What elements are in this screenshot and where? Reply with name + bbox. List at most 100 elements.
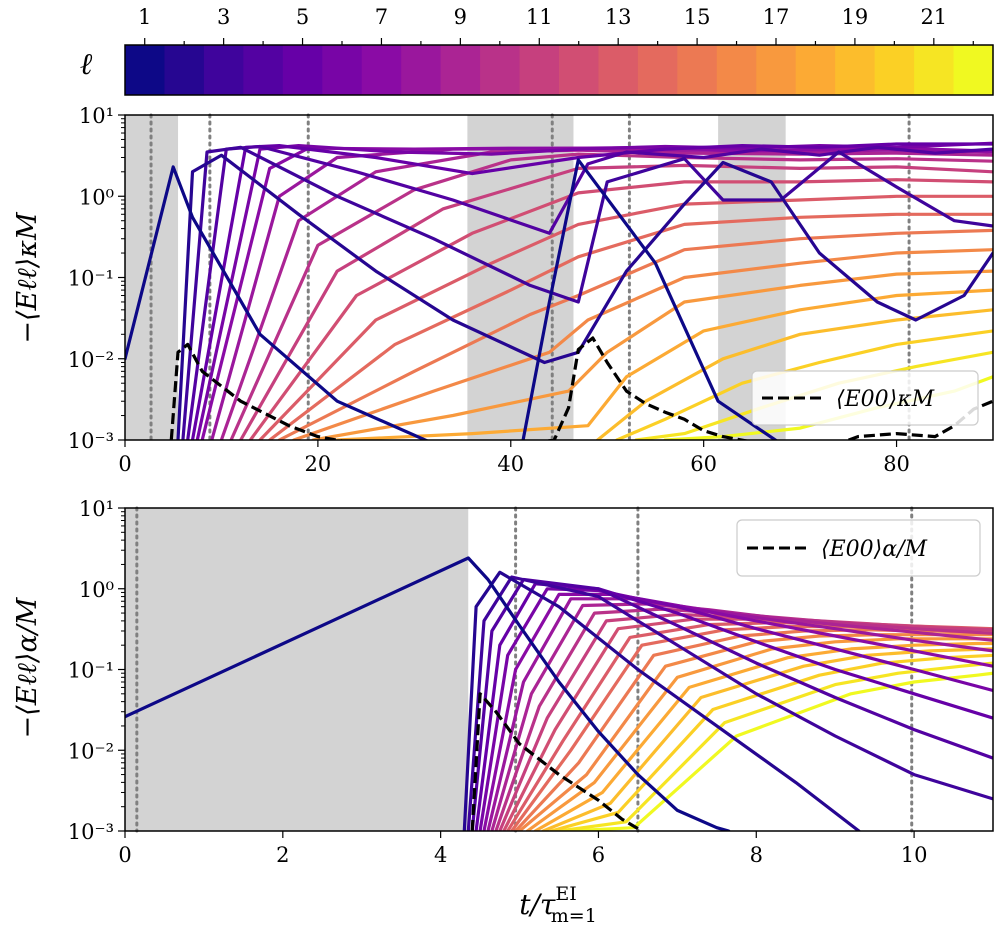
colorbar-cell (282, 45, 323, 95)
series-line-ell-12 (248, 178, 993, 440)
series-line-ell-3 (181, 145, 993, 440)
bottom-legend-label: ⟨E00⟩α/M (821, 537, 927, 562)
colorbar-tick-label: 15 (684, 5, 711, 29)
colorbar-cell (322, 45, 363, 95)
colorbar-tick-label: 17 (763, 5, 790, 29)
y-tick-label: 10¹ (79, 104, 114, 128)
series-line-ell-4 (470, 577, 993, 831)
series-line-ell-6 (478, 587, 993, 831)
series-line-ell-5 (190, 142, 993, 440)
y-tick-label: 10⁻² (68, 739, 114, 763)
colorbar-cell (203, 45, 244, 95)
colorbar-frame (124, 44, 994, 96)
series-line-ell-14 (268, 212, 993, 440)
bottom-xlabel-sub: m=1 (551, 905, 597, 927)
top-panel: 0 20 40 60 80 10⁻³ 10⁻² 10⁻¹ 10⁰ 10¹ −⟨Eℓℓ⟩κM ⟨E0… (12, 104, 994, 476)
top-legend-box (751, 370, 979, 426)
colorbar-tick-label: 13 (605, 5, 632, 29)
x-tick-label: 2 (276, 843, 289, 867)
series-line-ell-16 (292, 248, 993, 440)
y-tick-label: 10⁻¹ (68, 659, 114, 683)
x-tick-label: 20 (305, 452, 332, 476)
bottom-xlabel-sup: EI (555, 883, 576, 905)
x-tick-label: 0 (118, 452, 131, 476)
y-tick-label: 10⁻³ (68, 429, 114, 453)
top-legend-label: ⟨E00⟩κM (836, 387, 935, 412)
colorbar-tick-label: 11 (526, 5, 553, 29)
series-line-ell-1 (125, 556, 731, 831)
bottom-panel: 0 2 4 6 8 10 10⁻³ 10⁻² 10⁻¹ 10⁰ 10¹ −⟨Eℓℓ⟩α/M ⟨E00… (12, 497, 994, 927)
colorbar-cell (480, 45, 521, 95)
colorbar-cell (637, 45, 678, 95)
bottom-legend-box (736, 519, 981, 577)
colorbar-cell (953, 45, 994, 95)
series-line-ell-11 (239, 163, 993, 440)
colorbar-label: ℓ (80, 47, 93, 82)
colorbar-cell (361, 45, 402, 95)
series-line-ell-2 (462, 570, 861, 831)
shaded-region (125, 508, 469, 831)
series-line-ell-17 (525, 637, 993, 831)
x-tick-label: 8 (750, 843, 763, 867)
colorbar-cell (716, 45, 757, 95)
series-line-ell-17 (311, 269, 993, 440)
colorbar-tick-label: 5 (296, 5, 309, 29)
y-tick-label: 10⁻¹ (68, 267, 114, 291)
series-line-e00 (169, 336, 993, 440)
colorbar-tick-label: 19 (842, 5, 869, 29)
colorbar-cell (243, 45, 284, 95)
series-line-ell-10 (229, 152, 993, 440)
colorbar-cell (677, 45, 718, 95)
colorbar-cell (874, 45, 915, 95)
y-tick-label: 10⁰ (79, 578, 114, 602)
series-line-ell-18 (533, 641, 993, 831)
colorbar-cell (401, 45, 442, 95)
colorbar-cell (598, 45, 639, 95)
series-line-ell-15 (277, 228, 993, 440)
colorbar-cell (519, 45, 560, 95)
x-tick-label: 40 (497, 452, 524, 476)
series-line-ell-18 (335, 288, 993, 440)
colorbar-cell (125, 45, 166, 95)
colorbar-cell (835, 45, 876, 95)
bottom-ylabel: −⟨Eℓℓ⟩α/M (12, 596, 43, 738)
bottom-legend: ⟨E00⟩α/M (736, 519, 981, 577)
y-tick-label: 10⁻² (68, 348, 114, 372)
top-legend: ⟨E00⟩κM (751, 370, 979, 426)
series-line-e00 (470, 692, 643, 831)
series-line-ell-21 (557, 661, 993, 831)
series-line-ell-4 (186, 144, 993, 440)
series-line-ell-3 (466, 575, 993, 831)
series-line-ell-13 (258, 194, 993, 440)
colorbar: ℓ 1 3 5 7 9 11 13 15 17 19 21 (80, 5, 994, 96)
colorbar-cell (756, 45, 797, 95)
colorbar-cell (440, 45, 481, 95)
colorbar-tick-label: 3 (217, 5, 230, 29)
top-ylabel: −⟨Eℓℓ⟩κM (12, 211, 43, 344)
series-line-ell-1 (125, 158, 779, 440)
colorbar-tick-label: 1 (138, 5, 151, 29)
y-tick-label: 10⁻³ (68, 820, 114, 844)
series-line-ell-2 (176, 153, 993, 440)
colorbar-cell (559, 45, 600, 95)
colorbar-tick-label: 7 (375, 5, 388, 29)
x-tick-label: 6 (592, 843, 605, 867)
x-tick-label: 80 (883, 452, 910, 476)
x-tick-label: 0 (118, 843, 131, 867)
y-tick-label: 10⁰ (79, 185, 114, 209)
y-tick-label: 10¹ (79, 497, 114, 521)
series-line-ell-5 (474, 582, 993, 831)
x-tick-label: 4 (434, 843, 447, 867)
bottom-xlabel: t/τEI m=1 (519, 883, 597, 927)
colorbar-tick-label: 21 (920, 5, 947, 29)
bottom-xlabel-main: t/τ (519, 888, 556, 921)
colorbar-cell (914, 45, 955, 95)
colorbar-tick-label: 9 (454, 5, 467, 29)
shaded-region (467, 115, 574, 440)
x-tick-label: 60 (690, 452, 717, 476)
series-line-ell-19 (541, 647, 993, 831)
colorbar-cell (164, 45, 205, 95)
colorbar-cell (795, 45, 836, 95)
x-tick-label: 10 (901, 843, 928, 867)
